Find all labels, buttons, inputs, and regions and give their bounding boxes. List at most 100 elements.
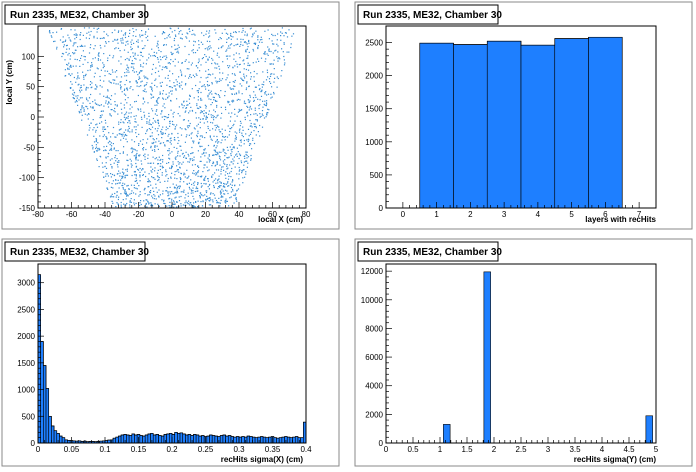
data-point (96, 150, 98, 152)
data-point (159, 165, 161, 167)
data-point (67, 54, 69, 56)
data-point (162, 98, 165, 100)
data-point (162, 166, 164, 168)
data-point (124, 189, 126, 191)
data-point (222, 148, 224, 150)
data-point (133, 199, 135, 201)
data-point (245, 51, 247, 53)
data-point (142, 174, 144, 176)
data-point (79, 60, 81, 62)
data-point (246, 43, 248, 45)
data-point (242, 79, 244, 81)
data-point (65, 75, 67, 77)
data-point (219, 37, 221, 39)
data-point (213, 186, 215, 189)
data-point (231, 161, 233, 163)
data-point (162, 193, 164, 195)
data-point (135, 175, 137, 177)
data-point (220, 142, 222, 144)
data-point (88, 113, 90, 115)
data-point (166, 117, 168, 119)
data-point (252, 97, 255, 99)
data-point (221, 195, 223, 197)
data-point (107, 142, 109, 144)
data-point (134, 149, 136, 151)
data-point (185, 59, 187, 61)
x-tick-label: 40 (235, 210, 244, 219)
data-point (133, 42, 135, 44)
data-point (68, 37, 70, 39)
data-point (204, 86, 206, 88)
data-point (150, 147, 152, 149)
data-point (133, 31, 135, 33)
data-point (232, 188, 234, 191)
data-point (256, 120, 258, 122)
data-point (180, 203, 182, 205)
data-point (231, 143, 233, 146)
data-point (269, 81, 271, 83)
data-point (238, 31, 240, 33)
data-point (168, 95, 170, 97)
data-point (125, 79, 128, 81)
data-point (224, 28, 226, 31)
data-point (277, 58, 279, 60)
data-point (103, 37, 105, 39)
y-tick-label: 1000 (365, 138, 383, 147)
data-point (133, 187, 135, 189)
data-point (90, 87, 92, 89)
data-point (151, 90, 153, 92)
data-point (229, 55, 231, 57)
bar (155, 434, 159, 444)
data-point (115, 150, 117, 152)
bar (158, 435, 162, 444)
data-point (239, 110, 241, 112)
data-point (78, 112, 81, 114)
data-point (224, 106, 227, 108)
data-point (99, 122, 101, 124)
data-point (100, 69, 102, 71)
data-point (142, 148, 144, 150)
data-point (107, 90, 109, 92)
data-point (232, 146, 234, 149)
data-point (292, 33, 295, 35)
data-point (231, 126, 233, 129)
data-point (210, 199, 212, 201)
data-point (111, 196, 113, 198)
data-point (216, 135, 218, 138)
data-point (211, 57, 213, 60)
data-point (178, 46, 180, 48)
data-point (218, 80, 220, 82)
data-point (124, 88, 126, 90)
data-point (95, 88, 97, 90)
data-point (197, 171, 199, 173)
data-point (248, 40, 250, 43)
data-point (67, 67, 69, 69)
data-point (141, 143, 144, 145)
data-point (144, 205, 146, 207)
data-point (97, 68, 99, 70)
data-point (175, 88, 177, 90)
data-point (179, 185, 181, 187)
data-point (233, 73, 236, 75)
data-point (201, 145, 203, 147)
data-point (235, 198, 237, 201)
data-point (125, 134, 127, 136)
data-point (217, 180, 219, 182)
data-point (276, 56, 278, 58)
y-tick-label: 12000 (361, 267, 384, 276)
data-point (202, 57, 204, 59)
data-point (137, 159, 139, 161)
data-point (192, 49, 194, 51)
data-point (285, 32, 287, 34)
data-point (170, 51, 172, 53)
data-point (154, 178, 156, 180)
data-point (102, 128, 104, 130)
data-point (213, 154, 215, 156)
data-point (122, 173, 125, 175)
data-point (158, 179, 160, 181)
data-point (123, 135, 125, 137)
data-point (185, 151, 187, 153)
data-point (168, 148, 170, 150)
data-point (142, 168, 144, 170)
data-point (231, 184, 233, 186)
